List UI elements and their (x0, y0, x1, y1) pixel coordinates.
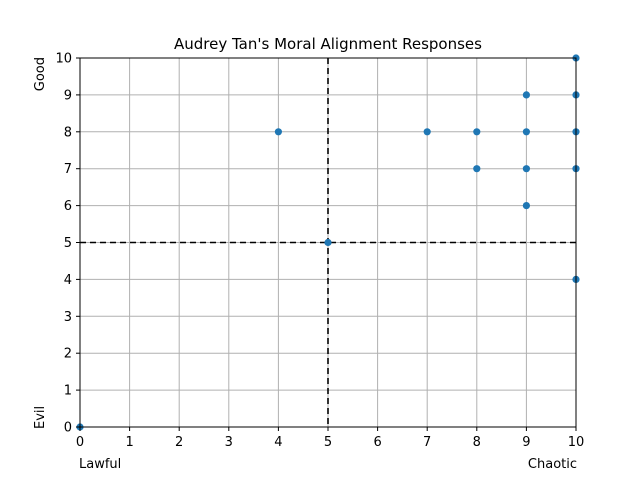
data-point (522, 165, 531, 173)
y-tick-label: 6 (64, 199, 72, 214)
y-tick-label: 5 (64, 236, 72, 251)
x-axis-high-label: Chaotic (528, 457, 577, 472)
data-point (522, 91, 531, 99)
y-tick-label: 0 (64, 421, 72, 436)
data-point (473, 128, 481, 136)
data-point (423, 128, 431, 136)
x-tick-label: 5 (324, 435, 332, 450)
y-axis-low-label: Evil (33, 406, 48, 429)
axis-ticks: 0 1 2 3 4 5 6 7 8 9 10 0 1 2 3 4 5 6 7 8 9 10 (55, 52, 584, 451)
y-tick-label: 9 (64, 88, 72, 103)
x-tick-label: 0 (76, 435, 84, 450)
x-tick-label: 9 (522, 435, 530, 450)
x-tick-label: 7 (423, 435, 431, 450)
y-tick-label: 4 (64, 273, 72, 288)
chart-title: Audrey Tan's Moral Alignment Responses (174, 35, 482, 53)
x-axis-low-label: Lawful (79, 457, 121, 472)
data-point (522, 202, 531, 210)
x-tick-label: 4 (274, 435, 282, 450)
y-tick-label: 10 (55, 52, 72, 67)
data-point (522, 128, 531, 136)
y-tick-label: 3 (64, 310, 72, 325)
x-tick-label: 2 (175, 435, 183, 450)
x-tick-label: 10 (568, 435, 585, 450)
y-tick-label: 8 (64, 125, 72, 140)
data-point (473, 165, 481, 173)
x-tick-label: 6 (373, 435, 381, 450)
y-tick-label: 2 (64, 347, 72, 362)
y-tick-label: 1 (64, 384, 72, 399)
data-point (324, 238, 332, 247)
y-axis-high-label: Good (33, 57, 48, 91)
x-tick-label: 3 (225, 435, 233, 450)
x-tick-label: 8 (473, 435, 481, 450)
data-point (274, 128, 282, 136)
y-tick-label: 7 (64, 162, 72, 177)
x-tick-label: 1 (125, 435, 133, 450)
